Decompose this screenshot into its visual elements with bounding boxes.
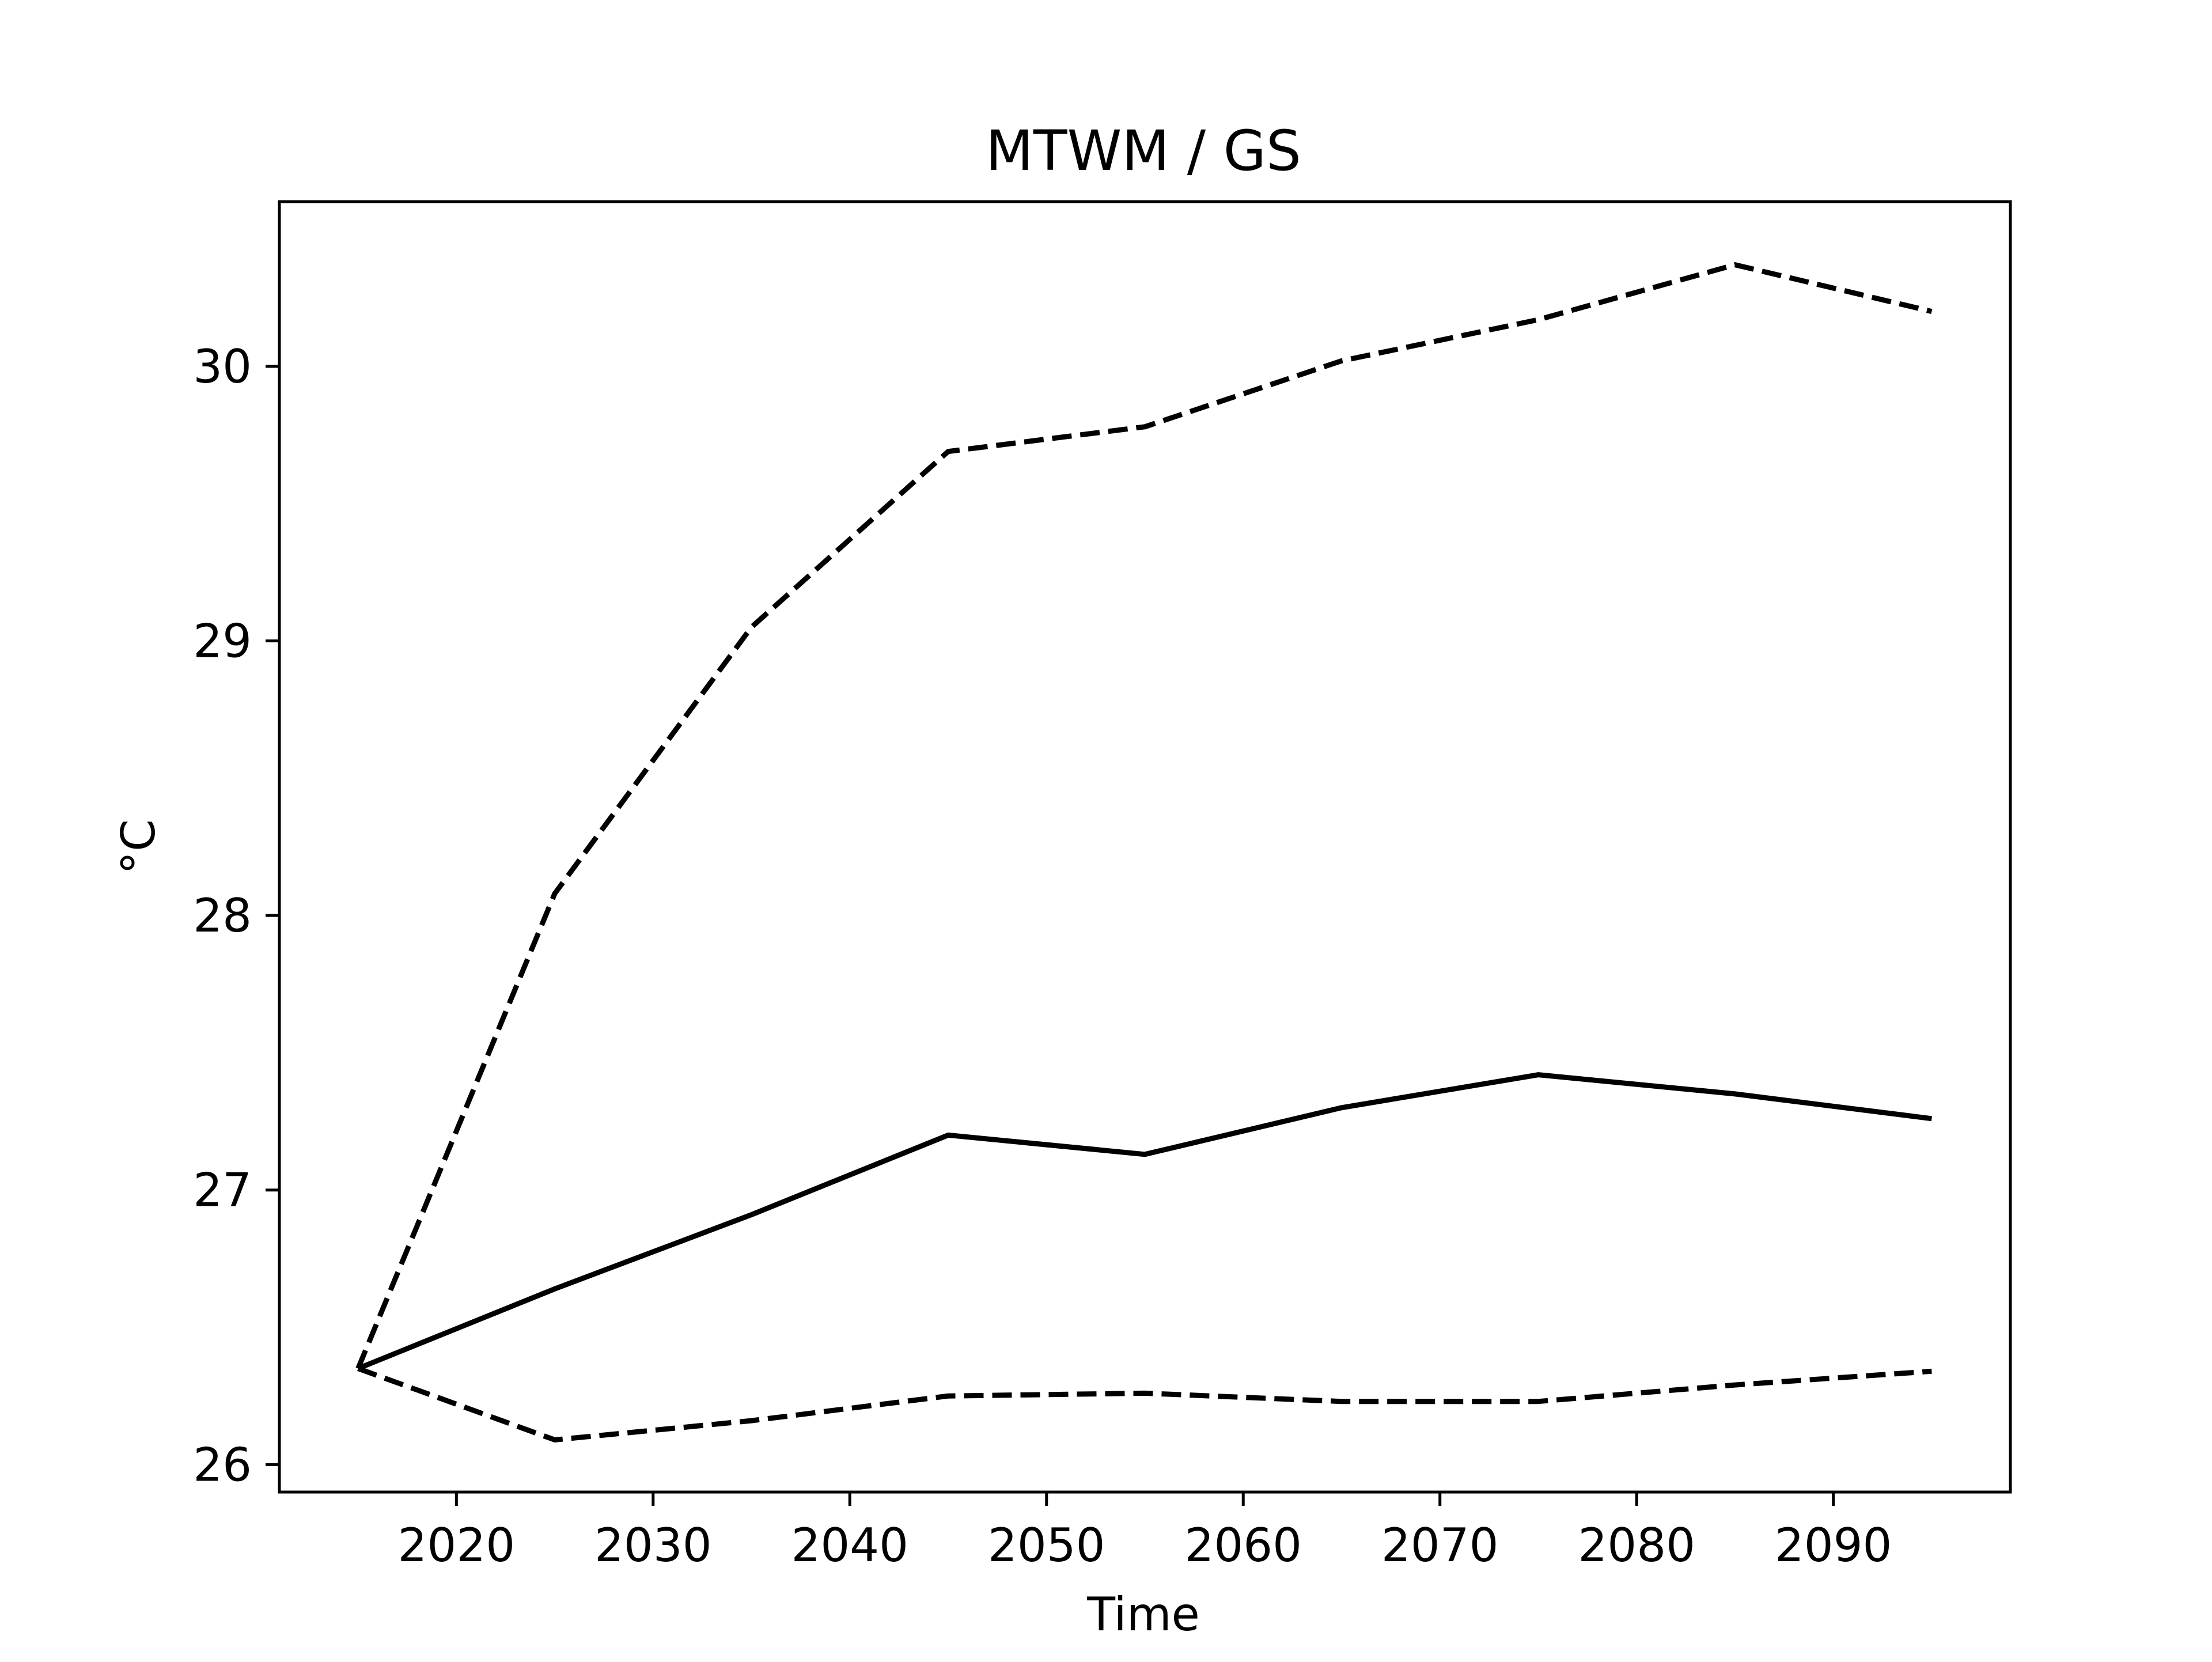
x-tick-label: 2070 — [1381, 1519, 1499, 1572]
series-line-2 — [357, 1072, 1932, 1371]
x-tick-label: 2080 — [1578, 1519, 1695, 1572]
chart-title: MTWM / GS — [986, 119, 1301, 183]
x-tick-label: 2050 — [988, 1519, 1105, 1572]
series-line-1 — [355, 262, 1933, 1370]
y-tick-label: 27 — [193, 1164, 252, 1217]
y-tick-label: 28 — [193, 889, 252, 942]
plot-area — [355, 262, 1933, 1443]
x-tick-label: 2040 — [791, 1519, 908, 1572]
x-tick-label: 2090 — [1775, 1519, 1892, 1572]
plot-frame — [278, 200, 2012, 1494]
y-tick-label: 29 — [193, 615, 252, 668]
x-axis-label: Time — [1086, 1588, 1200, 1641]
x-tick-label: 2060 — [1184, 1519, 1302, 1572]
x-axis-ticks: 2020 2030 2040 2050 2060 2070 2080 2090 — [398, 1492, 1892, 1572]
y-tick-label: 30 — [193, 340, 252, 393]
x-tick-label: 2020 — [398, 1519, 516, 1572]
series-line-3 — [357, 1366, 1932, 1443]
y-axis-ticks: 26 27 28 29 30 — [193, 340, 279, 1491]
y-tick-label: 26 — [193, 1438, 252, 1491]
y-axis-label: °C — [112, 819, 165, 874]
x-tick-label: 2030 — [594, 1519, 712, 1572]
